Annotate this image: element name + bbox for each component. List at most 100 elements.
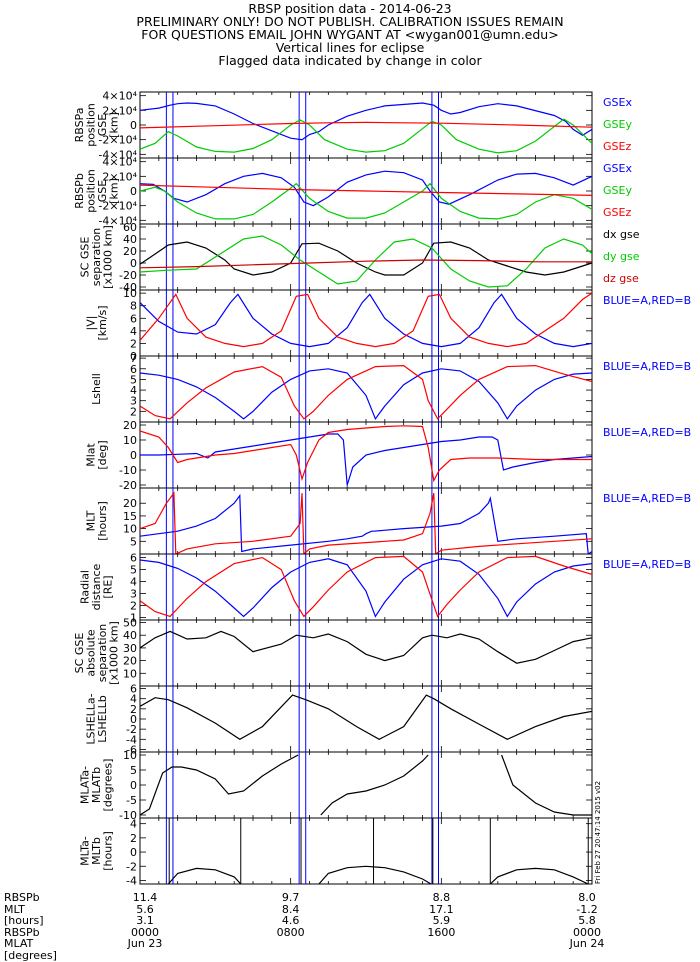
y-tick-label: 4×10⁴ [102,156,137,169]
panel-frame [139,289,593,357]
x-row-value: 4.6 [281,914,300,927]
y-tick-label: 0 [130,257,137,270]
y-tick-label: 4 [130,384,137,397]
y-axis-label: Radialdistance[RE] [79,563,115,610]
x-row-value: 8.0 [578,891,596,904]
y-tick-label: -4×10⁴ [98,148,137,161]
series-dl [140,694,592,741]
header-warning: PRELIMINARY ONLY! DO NOT PUBLISH. CALIBR… [136,14,564,29]
y-axis-label: RBSPbpositionGSE[km] [73,169,121,213]
y-tick-label: -10 [119,464,137,477]
y-tick-label: -40 [119,281,137,294]
x-row-value: 8.8 [432,891,451,904]
y-tick-label: 0 [130,449,137,462]
y-tick-label: -20 [119,479,137,492]
y-axis-label: SC GSEabsoluteseparation[x1000 km] [73,621,121,685]
series-gsex [140,170,592,207]
x-row-value: -1.2 [576,902,598,916]
x-row-label: [hours] [4,914,44,927]
y-tick-label: 2 [130,703,137,716]
y-tick-label: 5 [130,535,137,548]
x-row-label: MLT [4,902,25,916]
y-tick-label: -4 [126,874,137,887]
y-axis-label: MLTa-MLTb[hours] [79,831,115,871]
y-axis-label: Lshell [90,373,103,405]
y-tick-label: 4 [130,576,137,589]
y-tick-label: 5 [130,373,137,386]
version-stamp: Fri Feb 27 20:47:14 2015 v02 [594,780,602,884]
series-gsex [140,102,592,141]
series-dmlt [167,867,242,884]
legend-entry: BLUE=A,RED=B [603,492,691,505]
y-tick-label: 50 [123,617,137,630]
legend-entry: GSEy [603,118,632,131]
header-contact: FOR QUESTIONS EMAIL JOHN WYGANT AT <wyga… [141,27,559,42]
panel-dmlat: 10 5 0 -5 -10 MLATa-MLATb[degrees] [79,749,593,822]
series-abs [140,630,592,664]
series-dmlt-c [489,867,589,884]
chart-header: RBSP position data - 2014-06-23 PRELIMIN… [0,2,700,67]
x-row-value: 0800 [276,925,305,939]
y-tick-label: -2 [126,860,137,873]
series-dmlat [140,754,299,816]
legend-entry: BLUE=A,RED=B [603,426,691,439]
series-dz-gse [140,259,592,269]
y-tick-label: 0 [130,119,137,132]
x-row-value: 1600 [427,925,456,939]
y-tick-label: 3 [130,395,137,408]
series-a [140,368,592,421]
legend-entry: BLUE=A,RED=B [603,360,691,373]
x-row-label: RBSPb [4,891,40,904]
y-tick-label: 2 [130,405,137,418]
y-tick-label: 4×10⁴ [102,90,137,103]
x-row-value: 11.4 [132,891,158,904]
y-tick-label: 6 [130,363,137,376]
y-tick-label: 2 [130,600,137,613]
x-row-value: 3.1 [136,914,154,927]
series-a [140,293,592,348]
x-row-value: 5.9 [432,914,451,927]
y-tick-label: 20 [123,245,137,258]
panel-frame [139,619,593,687]
y-tick-label: -6 [126,743,137,756]
y-tick-label: -20 [119,269,137,282]
panel-frame [139,553,593,621]
y-tick-label: 10 [123,523,137,536]
legend-entry: dy gse [603,250,640,263]
y-tick-label: 4 [130,325,137,338]
y-axis-label: SC GSEseparation[x1000 km] [79,225,115,289]
y-tick-label: -2 [126,723,137,736]
y-tick-label: -10 [119,809,137,822]
series-b [140,425,592,483]
x-row-value: 0000 [131,925,159,939]
legend-entry: BLUE=A,RED=B [603,294,691,307]
legend-entry: GSEx [603,96,632,109]
series-gsez [140,121,592,129]
series-a [140,558,592,618]
y-tick-label: 30 [123,642,137,655]
y-tick-label: 4 [130,818,137,831]
x-row-value: Jun 23 [127,937,163,950]
legend-entry: GSEx [603,162,632,175]
y-tick-label: 0 [130,713,137,726]
legend-entry: GSEz [603,140,631,153]
y-tick-label: 20 [123,497,137,510]
y-tick-label: 15 [123,510,137,523]
y-tick-label: 6 [130,683,137,696]
header-flag-note: Flagged data indicated by change in colo… [218,53,482,68]
y-tick-label: 60 [123,221,137,234]
y-tick-label: 40 [123,629,137,642]
y-tick-label: 5 [130,764,137,777]
x-row-value: Jun 24 [569,937,605,950]
y-tick-label: 10 [123,749,137,762]
panel-frame [139,751,593,819]
series-a [140,433,592,486]
y-tick-label: 8 [130,300,137,313]
y-axis-label: Mlat[deg] [84,440,109,469]
